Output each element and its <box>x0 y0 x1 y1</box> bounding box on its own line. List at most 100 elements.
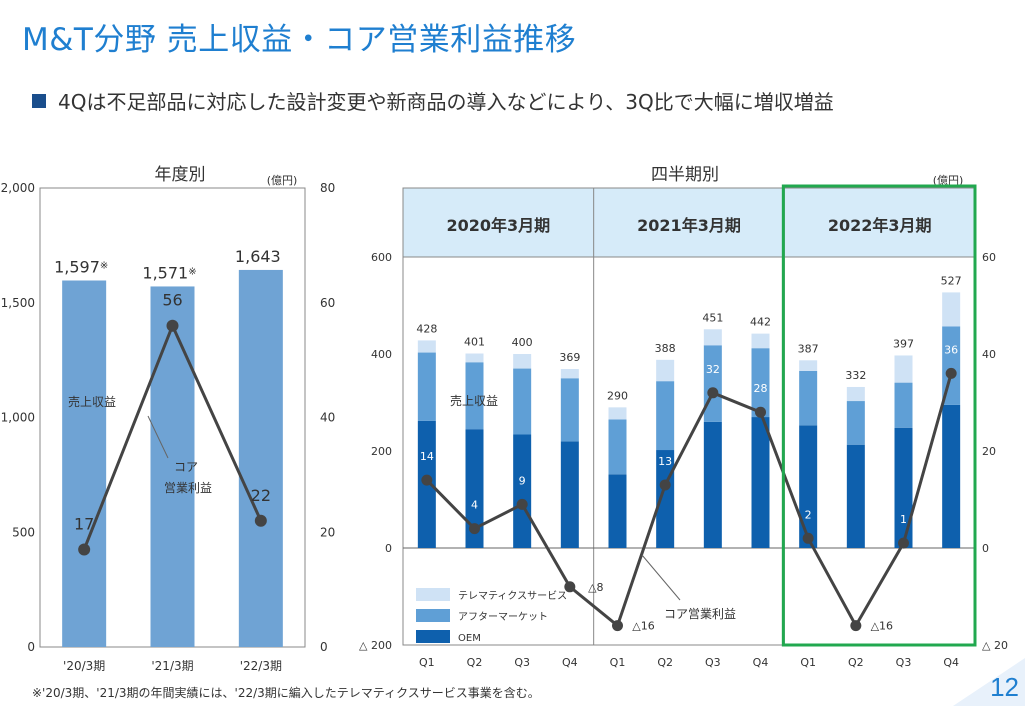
legend-label: アフターマーケット <box>458 611 548 623</box>
quarterly-profit-point <box>850 620 862 632</box>
annual-left-tick-label: 2,000 <box>1 181 35 195</box>
annual-profit-point <box>78 543 91 556</box>
quarter-category-label: Q1 <box>610 656 626 669</box>
legend-label: OEM <box>458 633 481 644</box>
quarterly-total-label: 388 <box>655 342 676 355</box>
page-corner-decoration <box>953 658 1025 706</box>
stacked-bar-segment-telematics <box>513 354 532 369</box>
quarterly-sales-annotation: 売上収益 <box>450 393 498 408</box>
annual-left-tick-label: 1,500 <box>1 296 35 310</box>
quarter-category-label: Q1 <box>419 656 435 669</box>
period-header-label: 2022年3月期 <box>828 216 932 235</box>
quarterly-profit-value-label: △16 <box>632 620 654 633</box>
stacked-bar-segment-telematics <box>751 333 770 349</box>
annual-sales-bar <box>238 269 283 647</box>
quarterly-profit-value-label: 13 <box>658 455 672 468</box>
annual-left-tick-label: 1,000 <box>1 411 35 425</box>
quarterly-profit-value-label: △8 <box>588 581 603 594</box>
annual-sales-value-label: 1,643 <box>235 247 281 266</box>
quarterly-profit-value-label: 4 <box>471 499 478 512</box>
annual-profit-point <box>254 514 267 527</box>
quarterly-left-tick-label: 200 <box>371 445 392 458</box>
stacked-bar-segment-oem <box>608 474 627 548</box>
annual-category-label: '20/3期 <box>63 659 105 673</box>
quarterly-right-tick-label: 0 <box>982 542 989 555</box>
quarterly-profit-value-label: 9 <box>519 474 526 487</box>
annual-profit-value-label: 56 <box>162 291 182 310</box>
footnote: ※'20/3期、'21/3期の年間実績には、'22/3期に編入したテレマティクス… <box>32 686 540 700</box>
period-header-band <box>402 187 976 258</box>
quarterly-total-label: 290 <box>607 389 628 402</box>
quarterly-left-tick-label: △ 200 <box>359 639 392 652</box>
stacked-bar-segment-oem <box>942 404 961 548</box>
quarter-category-label: Q2 <box>657 656 673 669</box>
quarterly-right-tick-label: △ 20 <box>982 639 1008 652</box>
stacked-bar-segment-aftermarket <box>703 345 722 422</box>
bullet-square-icon <box>32 94 46 108</box>
stacked-bar-segment-aftermarket <box>465 362 484 430</box>
quarterly-right-tick-label: 60 <box>982 251 996 264</box>
quarterly-plot-frame <box>402 256 976 646</box>
quarterly-profit-point <box>564 581 576 593</box>
stacked-bar-segment-aftermarket <box>608 419 627 475</box>
quarter-category-label: Q3 <box>514 656 530 669</box>
headline-text: 4Qは不足部品に対応した設計変更や新商品の導入などにより、3Q比で大幅に増収増益 <box>58 90 834 114</box>
quarterly-total-label: 442 <box>750 316 771 329</box>
quarter-category-label: Q4 <box>943 656 959 669</box>
quarter-category-label: Q4 <box>562 656 578 669</box>
stacked-bar-segment-telematics <box>942 292 961 327</box>
stacked-bar-segment-aftermarket <box>846 401 865 445</box>
annual-right-tick-label: 60 <box>320 296 335 310</box>
period-header-label: 2021年3月期 <box>637 216 741 235</box>
legend-swatch <box>416 588 450 601</box>
stacked-bar-segment-aftermarket <box>894 382 913 428</box>
stacked-bar-segment-aftermarket <box>560 378 579 442</box>
annual-sales-bar <box>62 280 107 647</box>
quarterly-left-tick-label: 400 <box>371 348 392 361</box>
quarterly-profit-point <box>945 367 957 379</box>
quarterly-profit-point <box>612 620 623 632</box>
annual-sales-value-label: 1,597※ <box>54 257 108 276</box>
annual-sales-bar <box>150 286 195 647</box>
quarter-category-label: Q3 <box>705 656 721 669</box>
annual-profit-annotation: 営業利益 <box>164 481 212 495</box>
fy2022-highlight-box <box>781 184 977 647</box>
quarter-category-label: Q3 <box>896 656 912 669</box>
stacked-bar-segment-oem <box>894 427 913 548</box>
annual-note-mark: ※ <box>100 260 108 271</box>
quarterly-profit-point <box>755 406 766 418</box>
quarterly-unit-label: (億円) <box>933 174 964 187</box>
stacked-bar-segment-telematics <box>465 353 484 363</box>
quarterly-chart-title: 四半期別 <box>651 165 719 185</box>
quarterly-profit-point <box>659 479 671 491</box>
annual-profit-value-label: 22 <box>251 486 271 505</box>
legend-label: テレマティクスサービス <box>458 590 567 602</box>
annual-note-mark: ※ <box>188 266 196 277</box>
headline-message: 4Qは不足部品に対応した設計変更や新商品の導入などにより、3Q比で大幅に増収増益 <box>32 86 834 115</box>
annual-right-tick-label: 40 <box>320 411 335 425</box>
quarterly-total-label: 401 <box>464 336 485 349</box>
stacked-bar-segment-aftermarket <box>799 370 818 426</box>
quarterly-left-tick-label: 0 <box>385 542 392 555</box>
annual-right-tick-label: 80 <box>320 181 335 195</box>
page-title: M&T分野 売上収益・コア営業利益推移 <box>22 22 577 58</box>
quarterly-right-tick-label: 20 <box>982 445 996 458</box>
quarterly-total-label: 527 <box>941 274 962 287</box>
annual-unit-label: (億円) <box>267 174 298 187</box>
annual-right-tick-label: 0 <box>320 640 328 654</box>
stacked-bar-segment-telematics <box>417 340 436 353</box>
quarterly-profit-point <box>421 474 433 486</box>
quarterly-total-label: 428 <box>416 322 437 335</box>
stacked-bar-segment-aftermarket <box>656 381 675 451</box>
quarterly-right-tick-label: 40 <box>982 348 996 361</box>
quarterly-left-tick-label: 600 <box>371 251 392 264</box>
stacked-bar-segment-telematics <box>560 369 579 379</box>
annual-profit-annotation: コア <box>174 460 198 474</box>
quarterly-profit-value-label: 14 <box>420 450 434 463</box>
stacked-bar-segment-oem <box>465 429 484 548</box>
annual-sales-value-label: 1,571※ <box>142 263 196 282</box>
stacked-bar-segment-oem <box>513 434 532 548</box>
legend-swatch <box>416 630 450 643</box>
quarter-category-label: Q4 <box>753 656 769 669</box>
